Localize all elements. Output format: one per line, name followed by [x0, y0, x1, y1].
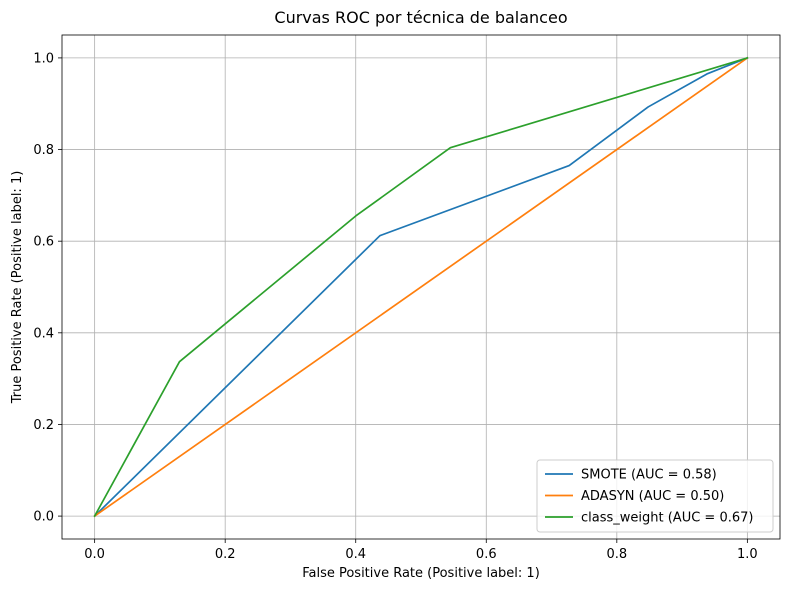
y-tick-label: 0.2 — [33, 418, 54, 433]
legend-label-2: class_weight (AUC = 0.67) — [581, 511, 753, 526]
chart-title: Curvas ROC por técnica de balanceo — [274, 8, 567, 27]
y-tick-label: 0.4 — [33, 326, 54, 341]
x-axis-label: False Positive Rate (Positive label: 1) — [302, 566, 540, 581]
x-tick-label: 1.0 — [737, 547, 758, 562]
y-tick-label: 0.6 — [33, 235, 54, 250]
x-tick-label: 0.6 — [476, 547, 497, 562]
series-line-2 — [93, 56, 749, 518]
y-axis-label: True Positive Rate (Positive label: 1) — [10, 171, 25, 405]
series-line-0 — [93, 56, 749, 518]
legend: SMOTE (AUC = 0.58) ADASYN (AUC = 0.50) cla… — [536, 459, 774, 533]
x-tick-label: 0.2 — [215, 547, 236, 562]
axis-ticks: 0.0 0.2 0.4 0.6 0.8 1.0 0.0 0.2 0.4 0.6 0.8 1.0 — [33, 51, 757, 562]
series-lines — [93, 56, 749, 518]
legend-box — [536, 459, 774, 533]
legend-label-1: ADASYN (AUC = 0.50) — [581, 489, 724, 504]
x-tick-label: 0.8 — [606, 547, 627, 562]
y-tick-label: 1.0 — [33, 51, 54, 66]
y-tick-label: 0.8 — [33, 143, 54, 158]
grid — [62, 35, 780, 539]
plot-frame — [61, 34, 781, 540]
x-tick-label: 0.0 — [84, 547, 105, 562]
series-line-1 — [93, 56, 749, 518]
legend-label-0: SMOTE (AUC = 0.58) — [581, 468, 717, 483]
x-tick-label: 0.4 — [345, 547, 366, 562]
y-tick-label: 0.0 — [33, 510, 54, 525]
